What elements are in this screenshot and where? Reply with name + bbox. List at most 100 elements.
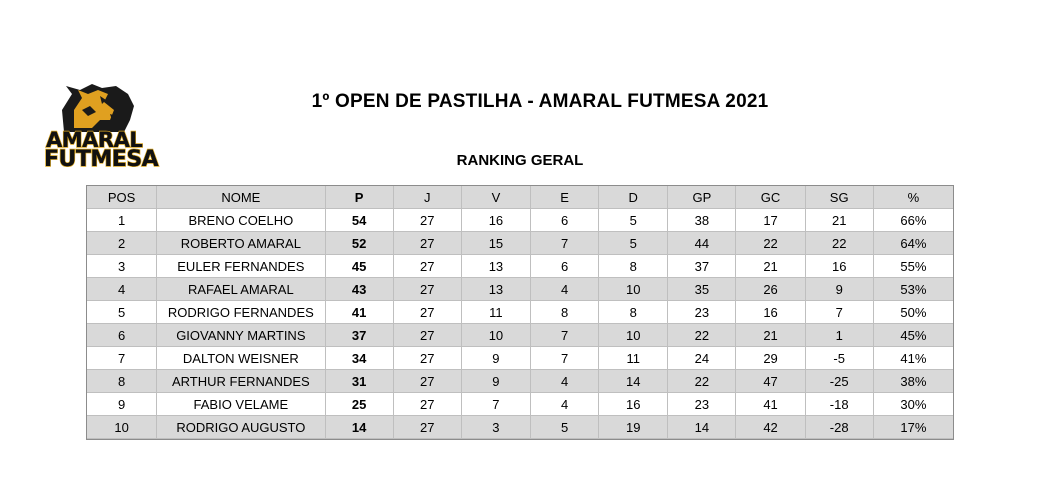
cell-v: 11 xyxy=(460,300,532,324)
cell-pos: 1 xyxy=(85,208,158,232)
column-header-gc: GC xyxy=(735,185,806,209)
cell-pct: 50% xyxy=(872,300,955,324)
cell-j: 27 xyxy=(392,415,462,439)
table-row: 5 RODRIGO FERNANDES 41 27 11 8 8 23 16 7 50% xyxy=(85,300,955,324)
cell-p: 54 xyxy=(324,208,394,232)
cell-nome: RODRIGO FERNANDES xyxy=(156,300,326,324)
cell-d: 10 xyxy=(598,323,669,347)
cell-v: 9 xyxy=(460,369,532,393)
cell-pct: 45% xyxy=(872,323,955,347)
cell-v: 10 xyxy=(460,323,532,347)
cell-j: 27 xyxy=(392,323,462,347)
cell-gc: 29 xyxy=(735,346,806,370)
cell-pos: 4 xyxy=(85,277,158,301)
column-header-j: J xyxy=(392,185,462,209)
table-row: 8 ARTHUR FERNANDES 31 27 9 4 14 22 47 -25 38% xyxy=(85,369,955,393)
cell-j: 27 xyxy=(392,300,462,324)
column-header-pct: % xyxy=(872,185,955,209)
cell-gc: 22 xyxy=(735,231,806,255)
cell-gc: 21 xyxy=(735,323,806,347)
cell-pct: 55% xyxy=(872,254,955,278)
cell-j: 27 xyxy=(392,369,462,393)
logo-text-amaral: AMARAL xyxy=(45,127,143,153)
cell-v: 16 xyxy=(460,208,532,232)
cell-gp: 35 xyxy=(667,277,737,301)
cell-v: 3 xyxy=(460,415,532,439)
horse-head-icon xyxy=(62,84,134,132)
table-row: 1 BRENO COELHO 54 27 16 6 5 38 17 21 66% xyxy=(85,208,955,232)
page-subtitle: RANKING GERAL xyxy=(456,152,584,169)
cell-e: 4 xyxy=(529,369,600,393)
cell-e: 5 xyxy=(529,415,600,439)
cell-pos: 8 xyxy=(85,369,158,393)
cell-pos: 9 xyxy=(85,392,158,416)
cell-sg: 7 xyxy=(804,300,874,324)
cell-v: 9 xyxy=(460,346,532,370)
cell-e: 4 xyxy=(529,392,600,416)
cell-pct: 64% xyxy=(872,231,955,255)
cell-gc: 21 xyxy=(735,254,806,278)
cell-nome: GIOVANNY MARTINS xyxy=(156,323,326,347)
cell-sg: 9 xyxy=(804,277,874,301)
cell-pos: 7 xyxy=(85,346,158,370)
cell-gc: 17 xyxy=(735,208,806,232)
column-header-gp: GP xyxy=(667,185,737,209)
cell-gc: 41 xyxy=(735,392,806,416)
table-row: 4 RAFAEL AMARAL 43 27 13 4 10 35 26 9 53% xyxy=(85,277,955,301)
cell-nome: EULER FERNANDES xyxy=(156,254,326,278)
cell-j: 27 xyxy=(392,231,462,255)
cell-v: 7 xyxy=(460,392,532,416)
cell-d: 14 xyxy=(598,369,669,393)
cell-d: 5 xyxy=(598,208,669,232)
cell-e: 4 xyxy=(529,277,600,301)
cell-pos: 10 xyxy=(85,415,158,439)
cell-pct: 38% xyxy=(872,369,955,393)
cell-e: 7 xyxy=(529,323,600,347)
cell-j: 27 xyxy=(392,208,462,232)
cell-e: 6 xyxy=(529,208,600,232)
cell-d: 10 xyxy=(598,277,669,301)
table-row: 7 DALTON WEISNER 34 27 9 7 11 24 29 -5 41% xyxy=(85,346,955,370)
cell-nome: BRENO COELHO xyxy=(156,208,326,232)
cell-p: 41 xyxy=(324,300,394,324)
cell-d: 5 xyxy=(598,231,669,255)
cell-j: 27 xyxy=(392,277,462,301)
cell-pct: 17% xyxy=(872,415,955,439)
cell-sg: 21 xyxy=(804,208,874,232)
cell-e: 6 xyxy=(529,254,600,278)
cell-e: 7 xyxy=(529,346,600,370)
cell-d: 16 xyxy=(598,392,669,416)
cell-p: 43 xyxy=(324,277,394,301)
cell-sg: -18 xyxy=(804,392,874,416)
column-header-e: E xyxy=(529,185,600,209)
cell-nome: FABIO VELAME xyxy=(156,392,326,416)
cell-gc: 47 xyxy=(735,369,806,393)
cell-gp: 38 xyxy=(667,208,737,232)
column-header-d: D xyxy=(598,185,669,209)
cell-e: 8 xyxy=(529,300,600,324)
cell-d: 11 xyxy=(598,346,669,370)
cell-sg: 1 xyxy=(804,323,874,347)
cell-d: 19 xyxy=(598,415,669,439)
cell-p: 31 xyxy=(324,369,394,393)
cell-gp: 22 xyxy=(667,369,737,393)
cell-pct: 30% xyxy=(872,392,955,416)
table-row: 9 FABIO VELAME 25 27 7 4 16 23 41 -18 30% xyxy=(85,392,955,416)
cell-nome: RODRIGO AUGUSTO xyxy=(156,415,326,439)
cell-d: 8 xyxy=(598,300,669,324)
column-header-v: V xyxy=(460,185,532,209)
cell-j: 27 xyxy=(392,346,462,370)
cell-gp: 14 xyxy=(667,415,737,439)
cell-p: 45 xyxy=(324,254,394,278)
cell-d: 8 xyxy=(598,254,669,278)
cell-p: 14 xyxy=(324,415,394,439)
cell-e: 7 xyxy=(529,231,600,255)
cell-sg: -28 xyxy=(804,415,874,439)
cell-pos: 5 xyxy=(85,300,158,324)
cell-p: 25 xyxy=(324,392,394,416)
table-row: 10 RODRIGO AUGUSTO 14 27 3 5 19 14 42 -28 17% xyxy=(85,415,955,439)
cell-pos: 2 xyxy=(85,231,158,255)
cell-v: 15 xyxy=(460,231,532,255)
table-header-row: POS NOME P J V E D GP GC SG% xyxy=(85,185,955,209)
cell-j: 27 xyxy=(392,254,462,278)
